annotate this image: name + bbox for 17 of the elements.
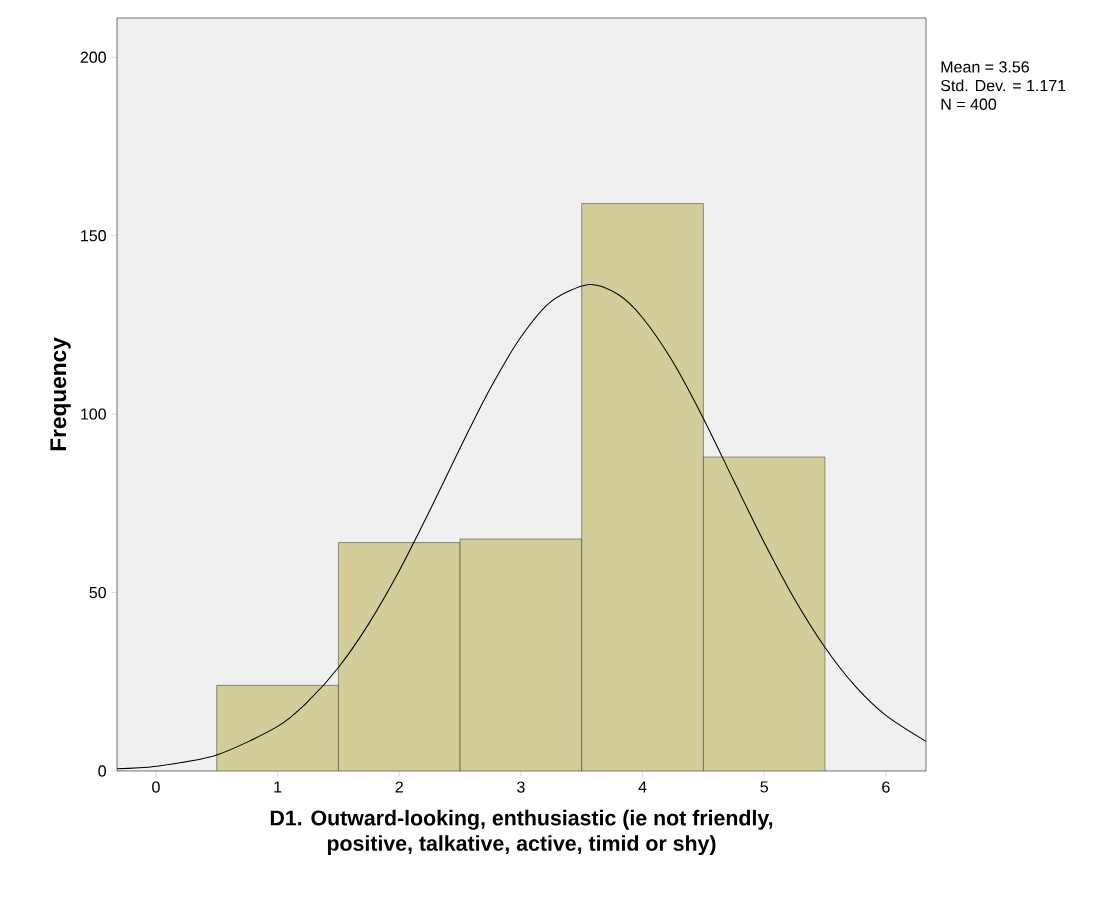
text: Std. Dev. = 1.171 [941,79,1066,92]
y-axis-title: Frequency [50,337,71,451]
x-tick-label: 6 [882,781,890,793]
y-tick-label: 150 [81,230,106,242]
text: Mean = 3.56 [941,61,1029,73]
x-tick-label: 2 [395,781,403,793]
y-tick-label: 0 [98,765,106,777]
x-tick-label: 5 [760,781,768,793]
y-tick-label: 200 [80,51,106,63]
x-axis-title: D1. Outward-looking, enthusiastic (ie not friendly, positive, talkative, active, timid or shy) [270,809,773,856]
x-tick-label: 4 [638,781,647,793]
x-tick-label: 0 [152,781,160,793]
y-tick-label: 100 [81,408,106,420]
x-tick-label: 1 [274,781,282,793]
x-tick-label: 3 [517,781,525,793]
text: N = 400 [941,98,997,110]
y-tick-label: 50 [89,586,106,599]
